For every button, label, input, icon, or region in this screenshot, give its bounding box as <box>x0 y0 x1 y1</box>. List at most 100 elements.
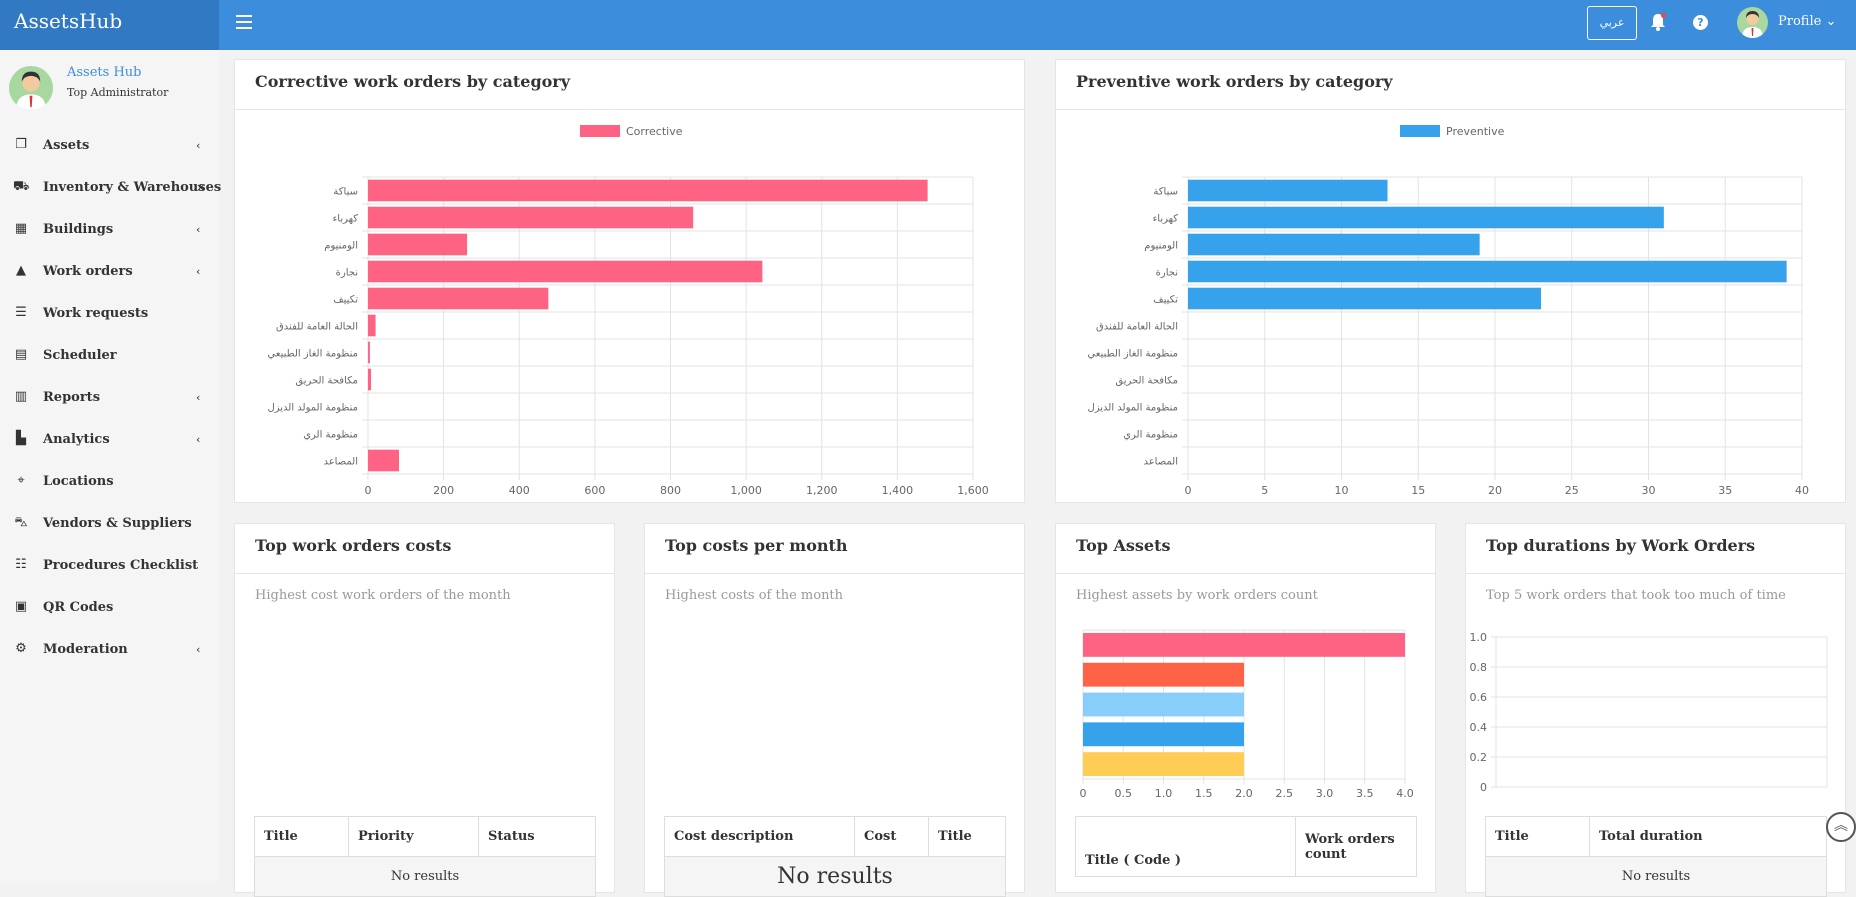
y-tick-label: منظومة المولد الديزل <box>1087 403 1178 414</box>
brand-logo[interactable]: AssetsHub <box>0 0 219 50</box>
legend-swatch <box>580 125 620 137</box>
sidebar-item-qr-codes[interactable]: ▣ QR Codes <box>0 586 219 628</box>
column-header[interactable]: Cost <box>854 816 929 857</box>
close-icon[interactable]: × <box>196 180 206 194</box>
column-header[interactable]: Priority <box>348 816 479 857</box>
y-tick-label: 1.0 <box>1470 631 1488 644</box>
sidebar-item-buildings[interactable]: ▦ Buildings ‹ <box>0 208 219 250</box>
y-tick-label: كهرباء <box>333 214 359 225</box>
sidebar-item-work-requests[interactable]: ☰ Work requests <box>0 292 219 334</box>
y-tick-label: منظومة الري <box>303 430 358 441</box>
list-icon: ☰ <box>15 305 27 320</box>
x-tick-label: 25 <box>1565 484 1579 497</box>
sidebar-item-procedures-checklist[interactable]: ☷ Procedures Checklist <box>0 544 219 586</box>
empty-row: No results <box>254 856 596 897</box>
chevron-left-icon[interactable]: ‹ <box>196 138 201 152</box>
sidebar-item-analytics[interactable]: ▙ Analytics ‹ <box>0 418 219 460</box>
x-tick-label: 10 <box>1335 484 1349 497</box>
sidebar-item-label: Work requests <box>43 305 149 321</box>
column-header[interactable]: Title <box>254 816 349 857</box>
column-header[interactable]: Total duration <box>1589 816 1827 857</box>
bar <box>368 449 400 472</box>
y-tick-label: الحالة العامة للفندق <box>276 322 358 333</box>
profile-menu[interactable]: Profile ⌄ <box>1778 14 1837 29</box>
bar <box>1188 206 1664 229</box>
x-tick-label: 30 <box>1642 484 1656 497</box>
bar <box>1083 692 1244 717</box>
empty-row: No results <box>1485 856 1827 897</box>
sidebar-user-name[interactable]: Assets Hub <box>67 65 142 80</box>
empty-row: No results <box>664 856 1006 897</box>
column-header[interactable]: Status <box>478 816 596 857</box>
chevron-left-icon[interactable]: ‹ <box>196 222 201 236</box>
sidebar-item-locations[interactable]: ⌖ Locations <box>0 460 219 502</box>
menu-toggle-icon[interactable] <box>236 15 252 31</box>
sidebar-item-label: Scheduler <box>43 347 117 363</box>
panel-title: Corrective work orders by category <box>255 72 571 91</box>
help-icon[interactable]: ? <box>1693 15 1708 30</box>
x-tick-label: 2.0 <box>1235 787 1253 800</box>
x-tick-label: 0 <box>365 484 372 497</box>
y-tick-label: 0 <box>1480 781 1487 794</box>
x-tick-label: 200 <box>433 484 454 497</box>
sidebar-item-reports[interactable]: ▥ Reports ‹ <box>0 376 219 418</box>
bar <box>368 314 376 337</box>
bar <box>1188 287 1542 310</box>
x-tick-label: 3.0 <box>1316 787 1334 800</box>
x-tick-label: 4.0 <box>1396 787 1414 800</box>
y-tick-label: الومنيوم <box>324 241 358 252</box>
avatar[interactable] <box>1737 7 1768 38</box>
legend-label: Preventive <box>1446 125 1505 138</box>
x-tick-label: 1,200 <box>806 484 838 497</box>
panel-title: Preventive work orders by category <box>1076 72 1393 91</box>
y-tick-label: مكافحة الحريق <box>1115 376 1178 387</box>
y-tick-label: منظومة الغاز الطبيعي <box>267 349 358 360</box>
sidebar-avatar <box>9 66 53 110</box>
sidebar-item-inventory-warehouses[interactable]: ⛟ Inventory & Warehouses × <box>0 166 221 208</box>
sidebar-item-label: Moderation <box>43 641 128 657</box>
sidebar-item-scheduler[interactable]: ▤ Scheduler <box>0 334 219 376</box>
sidebar-item-label: Work orders <box>43 263 133 279</box>
checklist-icon: ☷ <box>15 557 27 572</box>
notification-dot <box>1661 13 1666 18</box>
panel-subtitle: Highest cost work orders of the month <box>255 588 511 603</box>
column-header[interactable]: Work orders count <box>1295 816 1417 877</box>
bar <box>1188 179 1388 202</box>
chevron-left-icon[interactable]: ‹ <box>196 264 201 278</box>
y-tick-label: 0.4 <box>1470 721 1488 734</box>
x-tick-label: 20 <box>1488 484 1502 497</box>
scroll-to-top-button[interactable]: ︽ <box>1826 812 1856 842</box>
column-header[interactable]: Title ( Code ) <box>1075 816 1296 877</box>
x-tick-label: 1,600 <box>957 484 989 497</box>
y-tick-label: 0.6 <box>1470 691 1488 704</box>
x-tick-label: 800 <box>660 484 681 497</box>
y-tick-label: نجارة <box>1156 268 1178 279</box>
sidebar-item-vendors-suppliers[interactable]: ⛍ Vendors & Suppliers <box>0 502 219 544</box>
sidebar-item-label: Vendors & Suppliers <box>43 515 192 531</box>
chevron-left-icon[interactable]: ‹ <box>196 642 201 656</box>
sidebar-item-work-orders[interactable]: ▲ Work orders ‹ <box>0 250 219 292</box>
bar <box>368 179 928 202</box>
x-tick-label: 40 <box>1795 484 1809 497</box>
language-button[interactable]: عربي <box>1587 6 1637 40</box>
column-header[interactable]: Title <box>928 816 1006 857</box>
top-assets-panel: Top Assets Highest assets by work orders… <box>1055 523 1436 893</box>
corrective-panel: Corrective work orders by category 0 200 4… <box>234 59 1025 503</box>
corrective-chart: 0 200 400 600 800 1,000 1,200 1,400 1,600 سباكة كه… <box>267 125 989 497</box>
x-tick-label: 1.5 <box>1195 787 1213 800</box>
x-tick-label: 1,000 <box>730 484 762 497</box>
calendar-icon: ▤ <box>14 347 28 362</box>
durations-table: Title Total duration No results <box>1485 816 1827 897</box>
sidebar-item-assets[interactable]: ❐ Assets ‹ <box>0 124 219 166</box>
chevron-left-icon[interactable]: ‹ <box>196 390 201 404</box>
y-tick-label: 0.2 <box>1470 751 1488 764</box>
legend-label: Corrective <box>626 125 683 138</box>
costs-month-table: Cost description Cost Title No results <box>664 816 1006 897</box>
sidebar-item-label: Reports <box>43 389 101 405</box>
column-header[interactable]: Cost description <box>664 816 855 857</box>
chevron-left-icon[interactable]: ‹ <box>196 432 201 446</box>
column-header[interactable]: Title <box>1485 816 1590 857</box>
sidebar-item-moderation[interactable]: ⚙ Moderation ‹ <box>0 628 219 670</box>
notifications-bell-icon[interactable] <box>1650 13 1666 31</box>
map-marker-icon: ⌖ <box>17 473 25 488</box>
